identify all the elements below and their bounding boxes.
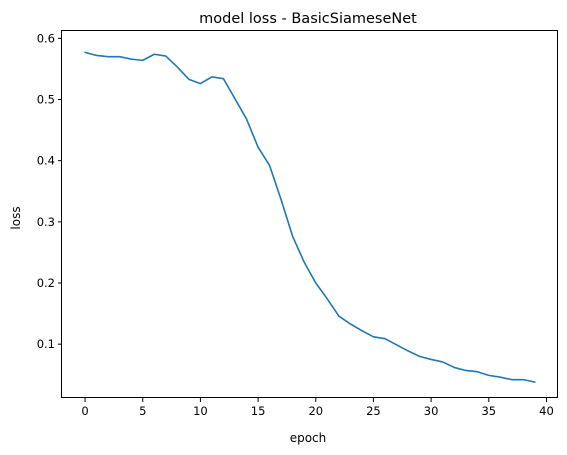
y-tick-label: 0.5 xyxy=(37,93,55,107)
loss-data-point xyxy=(442,361,444,363)
x-tick-label: 20 xyxy=(308,404,323,418)
y-tick-label: 0.6 xyxy=(37,31,55,45)
y-tick-label: 0.4 xyxy=(37,154,55,168)
loss-data-point xyxy=(84,52,86,54)
loss-data-point xyxy=(499,376,501,378)
loss-data-point xyxy=(153,53,155,55)
loss-data-point xyxy=(430,359,432,361)
loss-data-point xyxy=(338,315,340,317)
loss-data-point xyxy=(361,330,363,332)
loss-data-point xyxy=(303,261,305,263)
x-tick-label: 5 xyxy=(139,404,146,418)
loss-data-point xyxy=(465,370,467,372)
loss-data-point xyxy=(373,336,375,338)
loss-data-point xyxy=(396,344,398,346)
y-axis-label: loss xyxy=(9,206,23,229)
loss-data-point xyxy=(349,323,351,325)
loss-data-point xyxy=(96,55,98,57)
loss-data-point xyxy=(523,379,525,381)
loss-series-line xyxy=(84,51,536,383)
loss-data-point xyxy=(257,146,259,148)
loss-data-point xyxy=(315,282,317,284)
loss-data-point xyxy=(211,76,213,78)
y-tick-label: 0.1 xyxy=(37,337,55,351)
loss-data-point xyxy=(419,356,421,358)
y-tick-label: 0.3 xyxy=(37,215,55,229)
x-tick-label: 10 xyxy=(193,404,208,418)
x-tick-label: 0 xyxy=(81,404,88,418)
x-tick-label: 15 xyxy=(251,404,266,418)
x-tick-label: 40 xyxy=(539,404,554,418)
loss-data-point xyxy=(119,56,121,58)
loss-data-point xyxy=(200,83,202,85)
axis-ticks: 0 5 10 15 20 25 30 35 40 0.1 0.2 0.3 0.4 0.5 0.6 xyxy=(37,31,554,418)
loss-data-point xyxy=(223,78,225,80)
loss-data-point xyxy=(384,338,386,340)
loss-data-point xyxy=(188,78,190,80)
loss-data-point xyxy=(165,55,167,57)
loss-data-point xyxy=(130,58,132,60)
plot-frame xyxy=(61,30,558,398)
loss-data-point xyxy=(488,374,490,376)
loss-data-point xyxy=(246,118,248,120)
loss-data-point xyxy=(234,98,236,100)
loss-data-point xyxy=(326,298,328,300)
loss-data-point xyxy=(292,236,294,238)
loss-data-point xyxy=(476,371,478,373)
x-tick-label: 35 xyxy=(481,404,496,418)
loss-data-point xyxy=(407,350,409,352)
loss-data-point xyxy=(176,66,178,68)
chart-title: model loss - BasicSiameseNet xyxy=(199,11,417,27)
loss-data-point xyxy=(142,59,144,61)
x-tick-label: 30 xyxy=(424,404,439,418)
y-tick-label: 0.2 xyxy=(37,276,55,290)
loss-data-point xyxy=(107,56,109,58)
plot-area xyxy=(84,51,536,383)
loss-data-point xyxy=(534,381,536,383)
x-tick-label: 25 xyxy=(366,404,381,418)
x-axis-label: epoch xyxy=(290,431,327,445)
loss-data-point xyxy=(280,199,282,201)
loss-data-point xyxy=(511,379,513,381)
loss-data-point xyxy=(269,165,271,167)
loss-data-point xyxy=(453,367,455,369)
